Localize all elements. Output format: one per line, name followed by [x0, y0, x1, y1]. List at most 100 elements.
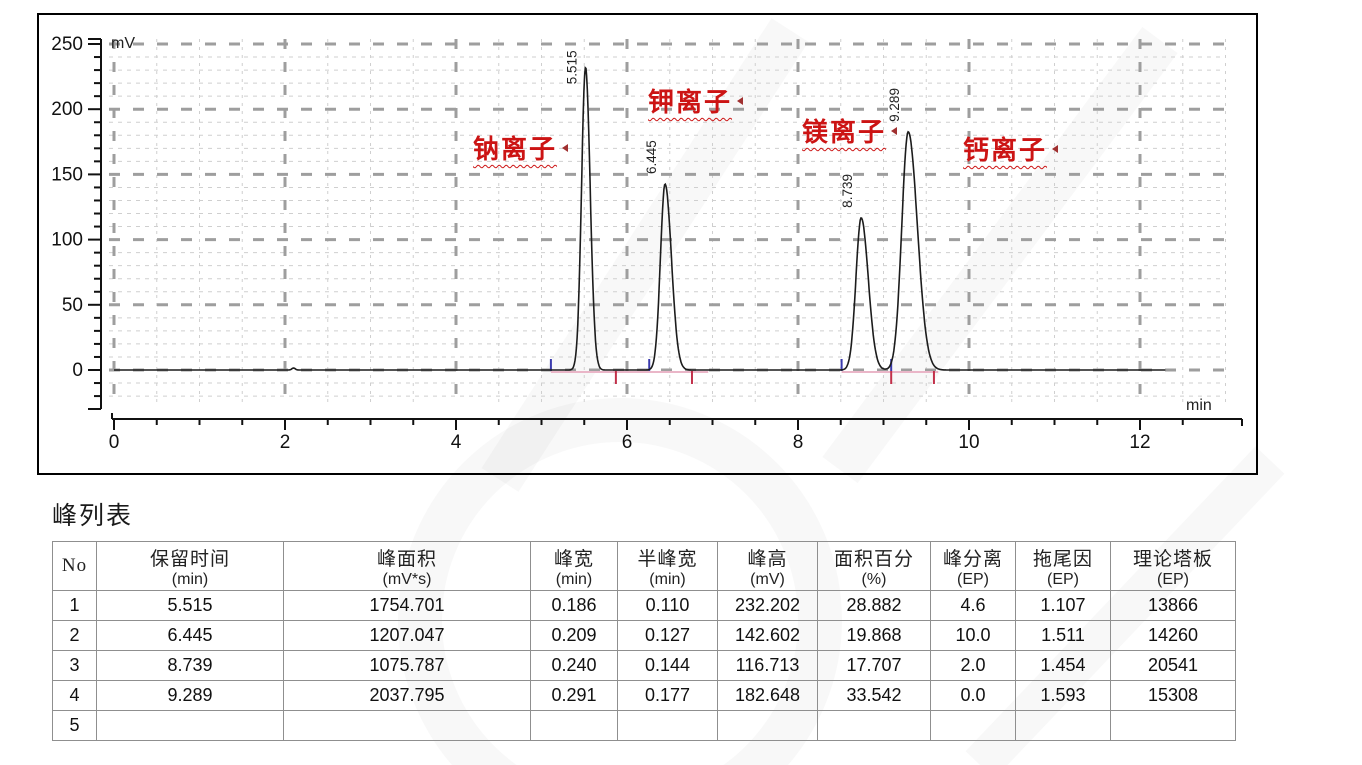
table-cell: 0.291: [530, 680, 618, 711]
x-axis: [111, 413, 1243, 430]
retention-time-label: 9.289: [887, 88, 902, 122]
retention-time-label: 6.445: [644, 140, 659, 174]
column-header: 峰面积 (mV*s): [283, 541, 531, 591]
table-cell: 0.0: [930, 680, 1016, 711]
table-cell: 19.868: [817, 620, 931, 651]
table-cell: 10.0: [930, 620, 1016, 651]
table-cell: [1110, 710, 1236, 741]
column-header: 拖尾因 (EP): [1015, 541, 1111, 591]
table-cell: 0.240: [530, 650, 618, 681]
table-cell: [717, 710, 818, 741]
table-cell: [283, 710, 531, 741]
table-cell: 0.186: [530, 590, 618, 621]
table-cell: [1015, 710, 1111, 741]
table-cell: 0.144: [617, 650, 718, 681]
table-cell: 4.6: [930, 590, 1016, 621]
svg-text:8: 8: [793, 432, 804, 453]
table-cell: 5.515: [96, 590, 284, 621]
table-cell: 33.542: [817, 680, 931, 711]
y-axis-labels: 0 50 100 150 200 250 mV: [51, 34, 135, 381]
table-cell: [96, 710, 284, 741]
table-cell: 116.713: [717, 650, 818, 681]
table-cell: [617, 710, 718, 741]
chart-panel: 0 50 100 150 200 250 mV 0 2 4 6 8 10 12 min 5.515 6.445 8…: [37, 13, 1258, 475]
svg-text:50: 50: [62, 295, 83, 316]
table-cell: [817, 710, 931, 741]
column-header: 峰分离 (EP): [930, 541, 1016, 591]
ion-label: 镁离子: [802, 119, 897, 146]
table-cell: 1075.787: [283, 650, 531, 681]
table-cell: 17.707: [817, 650, 931, 681]
table-cell: 14260: [1110, 620, 1236, 651]
table-cell: 28.882: [817, 590, 931, 621]
y-axis: [88, 38, 102, 410]
table-cell: [930, 710, 1016, 741]
table-cell: 20541: [1110, 650, 1236, 681]
ion-label: 钾离子: [648, 89, 743, 116]
table-cell: 182.648: [717, 680, 818, 711]
table-cell: 0.209: [530, 620, 618, 651]
column-header: 面积百分 (%): [817, 541, 931, 591]
table-cell: 1754.701: [283, 590, 531, 621]
table-cell: 2.0: [930, 650, 1016, 681]
peak-table-section: 峰列表 No 保留时间 (min) 峰面积 (mV*s) 峰宽 (min) 半峰宽 (min) 峰…: [52, 496, 1236, 741]
retention-time-labels: 5.515 6.445 8.739 9.289: [565, 50, 903, 207]
peak-table: No 保留时间 (min) 峰面积 (mV*s) 峰宽 (min) 半峰宽 (min) 峰高 (mV…: [52, 541, 1236, 741]
table-cell: 0.110: [617, 590, 718, 621]
table-header-row: No 保留时间 (min) 峰面积 (mV*s) 峰宽 (min) 半峰宽 (min) 峰高 (mV…: [52, 541, 1236, 591]
column-header: 峰宽 (min): [530, 541, 618, 591]
signal-trace: [114, 66, 1166, 371]
table-cell: 142.602: [717, 620, 818, 651]
chromatogram-svg: 0 50 100 150 200 250 mV 0 2 4 6 8 10 12 min 5.515 6.445 8…: [51, 34, 1243, 453]
column-header: No: [52, 541, 97, 591]
y-axis-unit: mV: [111, 35, 135, 52]
svg-text:0: 0: [72, 360, 83, 381]
table-cell: 232.202: [717, 590, 818, 621]
retention-time-label: 8.739: [840, 174, 855, 208]
table-row: 4 9.289 2037.795 0.291 0.177 182.648 33.542 0.0…: [52, 680, 1236, 711]
table-cell: 1207.047: [283, 620, 531, 651]
svg-text:150: 150: [51, 164, 83, 185]
svg-text:4: 4: [451, 432, 462, 453]
svg-text:12: 12: [1129, 432, 1150, 453]
table-row: 3 8.739 1075.787 0.240 0.144 116.713 17.707 2.0…: [52, 650, 1236, 681]
svg-text:100: 100: [51, 230, 83, 251]
svg-text:6: 6: [622, 432, 633, 453]
ion-label: 钙离子: [963, 137, 1058, 164]
table-cell: 1.511: [1015, 620, 1111, 651]
svg-text:200: 200: [51, 99, 83, 120]
x-axis-labels: 0 2 4 6 8 10 12 min: [109, 397, 1212, 453]
table-cell: 8.739: [96, 650, 284, 681]
peak-table-title: 峰列表: [52, 503, 134, 530]
table-cell: 1.454: [1015, 650, 1111, 681]
table-cell: 9.289: [96, 680, 284, 711]
table-cell: 2037.795: [283, 680, 531, 711]
table-row: 5: [52, 710, 1236, 741]
table-cell: 5: [52, 710, 97, 741]
table-cell: 1.593: [1015, 680, 1111, 711]
table-cell: [530, 710, 618, 741]
table-cell: 1: [52, 590, 97, 621]
x-axis-unit: min: [1186, 397, 1212, 414]
table-cell: 13866: [1110, 590, 1236, 621]
retention-time-label: 5.515: [565, 50, 580, 84]
column-header: 保留时间 (min): [96, 541, 284, 591]
table-row: 2 6.445 1207.047 0.209 0.127 142.602 19.868 10.…: [52, 620, 1236, 651]
table-cell: 0.177: [617, 680, 718, 711]
svg-text:250: 250: [51, 34, 83, 55]
column-header: 半峰宽 (min): [617, 541, 718, 591]
column-header: 峰高 (mV): [717, 541, 818, 591]
table-cell: 1.107: [1015, 590, 1111, 621]
table-row: 1 5.515 1754.701 0.186 0.110 232.202 28.882 4.6…: [52, 590, 1236, 621]
table-cell: 6.445: [96, 620, 284, 651]
ion-label: 钠离子: [473, 136, 568, 163]
table-cell: 15308: [1110, 680, 1236, 711]
svg-text:0: 0: [109, 432, 120, 453]
svg-text:2: 2: [280, 432, 291, 453]
table-cell: 2: [52, 620, 97, 651]
table-cell: 0.127: [617, 620, 718, 651]
table-cell: 4: [52, 680, 97, 711]
svg-text:10: 10: [958, 432, 979, 453]
column-header: 理论塔板 (EP): [1110, 541, 1236, 591]
